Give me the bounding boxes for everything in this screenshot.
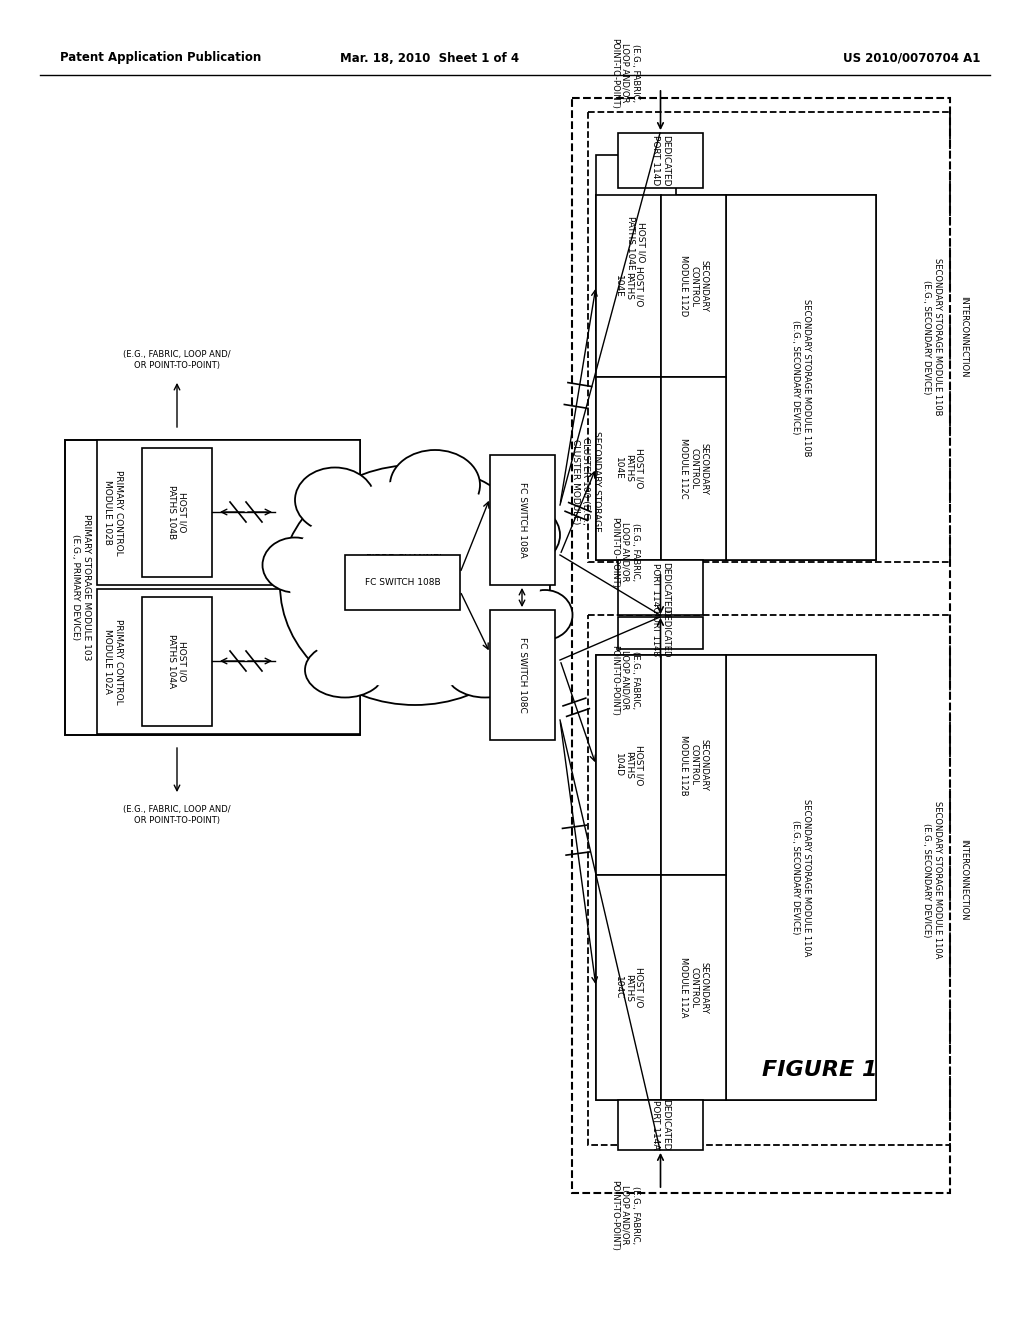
- Text: FC SWITCH 108C: FC SWITCH 108C: [518, 638, 527, 713]
- Bar: [588, 615, 950, 1144]
- Bar: [618, 616, 703, 649]
- Bar: [65, 440, 360, 735]
- Bar: [490, 455, 555, 585]
- Bar: [142, 597, 212, 726]
- Bar: [142, 447, 212, 577]
- Bar: [345, 554, 460, 610]
- Text: Patent Application Publication: Patent Application Publication: [60, 51, 261, 65]
- Text: (E.G., FABRIC, LOOP AND/
OR POINT-TO-POINT): (E.G., FABRIC, LOOP AND/ OR POINT-TO-POI…: [123, 805, 230, 825]
- Text: (E.G., FABRIC,
LOOP AND/OR
POINT-TO-POINT): (E.G., FABRIC, LOOP AND/OR POINT-TO-POIN…: [610, 644, 640, 715]
- Text: (E.G., FABRIC, LOOP AND/
OR POINT-TO-POINT): (E.G., FABRIC, LOOP AND/ OR POINT-TO-POI…: [123, 350, 230, 370]
- Text: FC SWITCH 108B: FC SWITCH 108B: [365, 578, 440, 587]
- Text: SECONDARY
CONTROL
MODULE 112B: SECONDARY CONTROL MODULE 112B: [679, 735, 709, 796]
- Bar: [618, 133, 703, 187]
- Text: HOST I/O
PATHS
104E: HOST I/O PATHS 104E: [613, 265, 643, 306]
- Ellipse shape: [305, 643, 385, 697]
- Text: FIGURE 1: FIGURE 1: [762, 1060, 878, 1080]
- Text: SECONDARY STORAGE MODULE 110A
(E.G., SECONDARY DEVICE): SECONDARY STORAGE MODULE 110A (E.G., SEC…: [923, 801, 942, 958]
- Bar: [662, 195, 726, 378]
- Ellipse shape: [280, 465, 550, 705]
- Text: HOST I/O
PATHS 104A: HOST I/O PATHS 104A: [167, 635, 186, 689]
- Bar: [97, 589, 360, 734]
- Bar: [596, 154, 676, 330]
- Bar: [618, 560, 703, 615]
- Text: SECONDARY STORAGE MODULE 110B
(E.G., SECONDARY DEVICE): SECONDARY STORAGE MODULE 110B (E.G., SEC…: [923, 259, 942, 416]
- Bar: [726, 195, 876, 560]
- Text: SECONDARY
CONTROL
MODULE 112D: SECONDARY CONTROL MODULE 112D: [679, 255, 709, 317]
- Ellipse shape: [295, 467, 375, 532]
- Text: HOST I/O
PATHS
104D: HOST I/O PATHS 104D: [613, 744, 643, 785]
- Text: INTERCONNECTION: INTERCONNECTION: [959, 840, 969, 921]
- Bar: [596, 875, 662, 1100]
- Text: HOST I/O
PATHS
104C: HOST I/O PATHS 104C: [613, 968, 643, 1007]
- Text: FIBRE CHANNEL
NETWORK 106: FIBRE CHANNEL NETWORK 106: [366, 554, 444, 576]
- Text: SECONDARY STORAGE
CLUSTER 100 (E.G.,
CLUSTER MODULE): SECONDARY STORAGE CLUSTER 100 (E.G., CLU…: [571, 430, 601, 532]
- Text: INTERCONNECTION: INTERCONNECTION: [959, 296, 969, 378]
- Bar: [596, 195, 662, 378]
- Ellipse shape: [445, 643, 525, 697]
- Bar: [572, 98, 950, 1193]
- Text: DEDICATED
PORT 114C: DEDICATED PORT 114C: [651, 562, 670, 614]
- Text: SECONDARY
CONTROL
MODULE 112C: SECONDARY CONTROL MODULE 112C: [679, 438, 709, 499]
- Bar: [726, 655, 876, 1100]
- Text: (E.G., FABRIC,
LOOP AND/OR
POINT-TO-POINT): (E.G., FABRIC, LOOP AND/OR POINT-TO-POIN…: [610, 1180, 640, 1250]
- Bar: [662, 378, 726, 560]
- Bar: [588, 112, 950, 562]
- Text: DEDICATED
PORT 114A: DEDICATED PORT 114A: [651, 1100, 670, 1151]
- Bar: [596, 655, 662, 875]
- Bar: [596, 378, 662, 560]
- Ellipse shape: [490, 506, 560, 565]
- Text: DEDICATED
PORT 114B: DEDICATED PORT 114B: [651, 609, 670, 657]
- Text: SECONDARY STORAGE MODULE 110A
(E.G., SECONDARY DEVICE): SECONDARY STORAGE MODULE 110A (E.G., SEC…: [792, 799, 811, 956]
- Text: SECONDARY
CONTROL
MODULE 112A: SECONDARY CONTROL MODULE 112A: [679, 957, 709, 1018]
- Bar: [618, 1100, 703, 1150]
- Bar: [596, 655, 876, 1100]
- Bar: [596, 195, 876, 560]
- Text: SECONDARY STORAGE MODULE 110B
(E.G., SECONDARY DEVICE): SECONDARY STORAGE MODULE 110B (E.G., SEC…: [792, 298, 811, 457]
- Text: (E.G., FABRIC,
LOOP AND/OR
POINT-TO-POINT): (E.G., FABRIC, LOOP AND/OR POINT-TO-POIN…: [610, 37, 640, 108]
- Text: US 2010/0070704 A1: US 2010/0070704 A1: [843, 51, 980, 65]
- Text: PRIMARY STORAGE MODULE 103
(E.G., PRIMARY DEVICE): PRIMARY STORAGE MODULE 103 (E.G., PRIMAR…: [72, 515, 91, 661]
- Text: PRIMARY CONTROL
MODULE 102B: PRIMARY CONTROL MODULE 102B: [103, 470, 123, 556]
- Text: PRIMARY CONTROL
MODULE 102A: PRIMARY CONTROL MODULE 102A: [103, 619, 123, 705]
- Text: (E.G., FABRIC,
LOOP AND/OR
POINT-TO-POINT): (E.G., FABRIC, LOOP AND/OR POINT-TO-POIN…: [610, 516, 640, 587]
- Text: HOST I/O
PATHS
104E: HOST I/O PATHS 104E: [613, 449, 643, 488]
- Text: FC SWITCH 108A: FC SWITCH 108A: [518, 482, 527, 558]
- Text: DEDICATED
PORT 114D: DEDICATED PORT 114D: [651, 135, 670, 186]
- Ellipse shape: [262, 537, 328, 593]
- Text: HOST I/O
PATHS 104B: HOST I/O PATHS 104B: [167, 486, 186, 540]
- Text: Mar. 18, 2010  Sheet 1 of 4: Mar. 18, 2010 Sheet 1 of 4: [340, 51, 519, 65]
- Ellipse shape: [517, 590, 572, 640]
- Ellipse shape: [290, 480, 540, 690]
- Ellipse shape: [390, 450, 480, 520]
- Text: HOST I/O
PATHS 104E: HOST I/O PATHS 104E: [627, 215, 646, 269]
- Bar: [662, 875, 726, 1100]
- Bar: [662, 655, 726, 875]
- Bar: [97, 440, 360, 585]
- Bar: [490, 610, 555, 741]
